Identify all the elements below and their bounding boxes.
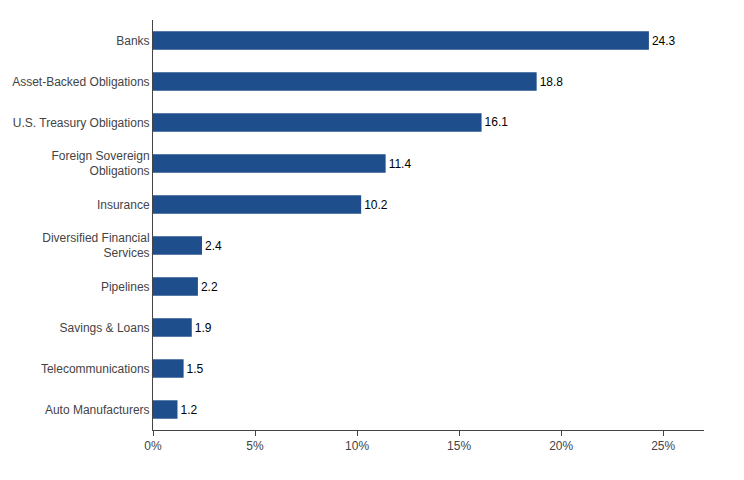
svg-text:1.9: 1.9 [195,321,212,335]
svg-text:0%: 0% [144,439,162,453]
svg-text:Diversified FinancialServices: Diversified FinancialServices [42,231,149,261]
svg-text:Telecommunications: Telecommunications [41,362,150,376]
svg-text:1.2: 1.2 [180,403,197,417]
svg-text:Insurance: Insurance [97,198,150,212]
svg-text:1.5: 1.5 [187,362,204,376]
svg-text:5%: 5% [246,439,264,453]
svg-text:Savings & Loans: Savings & Loans [60,321,150,335]
svg-text:10%: 10% [345,439,369,453]
svg-text:16.1: 16.1 [485,115,509,129]
svg-text:U.S. Treasury Obligations: U.S. Treasury Obligations [13,116,150,130]
svg-text:Asset-Backed Obligations: Asset-Backed Obligations [12,75,149,89]
svg-text:Pipelines: Pipelines [101,280,150,294]
svg-text:2.2: 2.2 [201,280,218,294]
svg-text:2.4: 2.4 [205,239,222,253]
svg-text:Auto Manufacturers: Auto Manufacturers [45,403,150,417]
svg-text:Foreign SovereignObligations: Foreign SovereignObligations [52,149,150,179]
svg-text:10.2: 10.2 [364,198,388,212]
svg-text:25%: 25% [651,439,675,453]
svg-text:11.4: 11.4 [389,157,412,171]
svg-text:Banks: Banks [116,34,149,48]
svg-text:18.8: 18.8 [540,75,564,89]
svg-text:20%: 20% [549,439,573,453]
svg-text:24.3: 24.3 [652,34,676,48]
svg-text:15%: 15% [447,439,471,453]
